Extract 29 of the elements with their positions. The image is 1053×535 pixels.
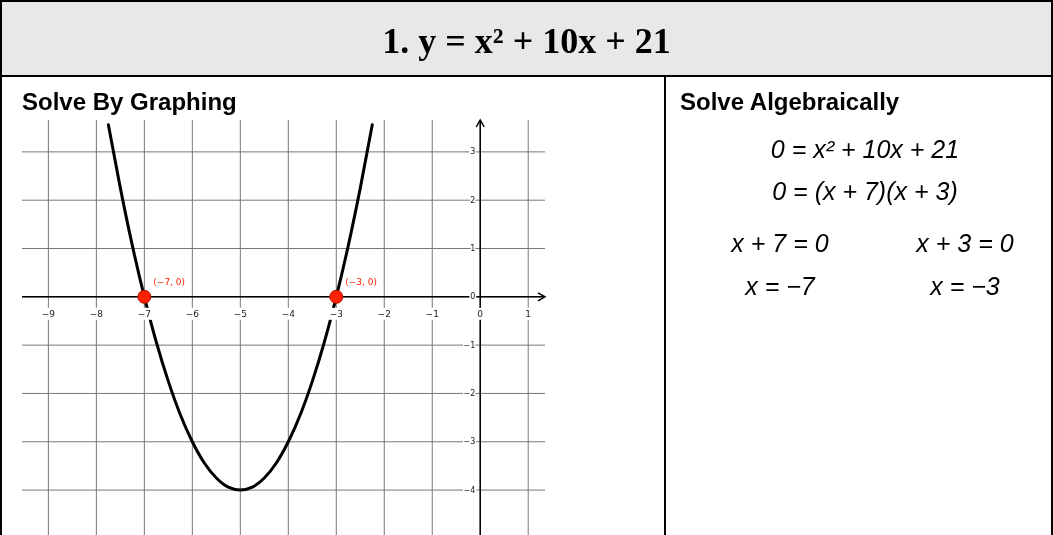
x-tick-label: −3 [329,308,343,319]
y-tick-label: −1 [463,340,476,350]
y-tick-label: −4 [463,485,476,495]
annotation: (−3, 0) [345,276,378,287]
text: 0 = (x + 7)(x + 3) [772,177,958,205]
text: 0 = x² + 10x + 21 [770,135,960,163]
y-tick-label: 1 [470,244,476,254]
y-tick-label: 2 [470,195,476,205]
x-tick-label: −4 [281,308,296,319]
y-tick-label: 3 [470,147,476,157]
x-tick-label: 0 [477,308,484,319]
x-tick-label: −7 [137,308,151,319]
text: Solve Algebraically [680,88,900,115]
x-tick-label: −5 [233,308,247,319]
chart-subtitle: Solve By Graphing [22,88,237,115]
annotation: (−7, 0) [153,276,186,287]
text: x = −7 [744,272,816,300]
y-tick-label: −3 [463,437,476,447]
text: x = −3 [929,272,1000,300]
text: x + 7 = 0 [730,229,829,257]
x-tick-label: 1 [525,308,532,319]
chart-title: 1. y = x² + 10x + 21 [382,21,671,61]
x-tick-label: −8 [89,308,104,319]
x-tick-label: −9 [41,308,56,319]
x-tick-label: −6 [185,308,200,319]
text: x + 3 = 0 [915,229,1014,257]
y-tick-label: 0 [470,292,476,302]
x-tick-label: −1 [425,308,439,319]
x-tick-label: −2 [377,308,391,319]
